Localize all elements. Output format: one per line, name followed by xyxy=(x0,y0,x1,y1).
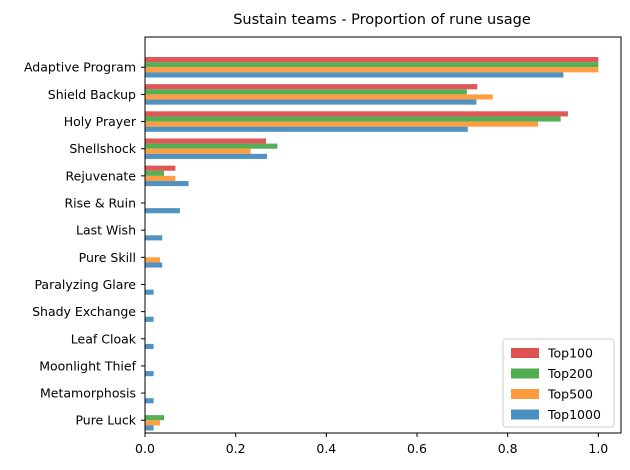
bar-top500-0 xyxy=(145,67,599,73)
legend-box xyxy=(502,338,615,428)
legend-swatch-top500 xyxy=(511,389,539,399)
bar-top1000-12 xyxy=(145,398,154,404)
bar-top1000-3 xyxy=(145,153,267,159)
bar-top500-2 xyxy=(145,121,539,127)
bars-group xyxy=(145,57,599,431)
y-tick-label: Rise & Ruin xyxy=(65,196,137,211)
legend-swatch-top200 xyxy=(511,368,539,379)
bar-top1000-13 xyxy=(145,425,154,431)
legend-swatch-top100 xyxy=(511,348,539,358)
y-tick-label: Paralyzing Glare xyxy=(34,277,136,292)
legend-swatch-top1000 xyxy=(511,409,539,420)
y-tick-label: Metamorphosis xyxy=(40,386,136,401)
y-tick-label: Last Wish xyxy=(76,223,136,238)
bar-top200-2 xyxy=(145,116,561,122)
bar-top1000-5 xyxy=(145,208,180,214)
bar-top100-2 xyxy=(145,111,568,117)
bar-top1000-1 xyxy=(145,99,477,105)
y-tick-label: Holy Prayer xyxy=(64,114,137,129)
y-tick-label: Leaf Cloak xyxy=(71,331,137,346)
y-tick-label: Shield Backup xyxy=(48,87,136,102)
bar-top200-13 xyxy=(145,415,165,421)
bar-top1000-6 xyxy=(145,235,163,241)
x-axis-ticks: 0.0 0.2 0.4 0.6 0.8 1.0 xyxy=(135,433,608,456)
y-tick-label: Pure Luck xyxy=(75,413,136,428)
x-tick-label: 0.6 xyxy=(407,441,427,456)
bar-top1000-8 xyxy=(145,289,154,295)
x-tick-label: 0.0 xyxy=(135,441,155,456)
legend-label-top100: Top100 xyxy=(547,346,593,361)
plot-frame xyxy=(144,36,622,434)
y-tick-label: Moonlight Thief xyxy=(39,358,136,373)
bar-top1000-10 xyxy=(145,343,154,350)
bar-top200-1 xyxy=(145,89,467,95)
bar-top500-1 xyxy=(145,94,493,100)
bar-top1000-11 xyxy=(145,371,154,377)
y-tick-label: Rejuvenate xyxy=(66,168,137,183)
legend-label-top1000: Top1000 xyxy=(547,407,601,422)
bar-top200-0 xyxy=(145,62,599,68)
bar-top100-0 xyxy=(145,57,599,63)
bar-top100-3 xyxy=(145,138,267,144)
bar-top500-13 xyxy=(145,420,160,426)
bar-top1000-0 xyxy=(145,72,564,78)
bar-top500-3 xyxy=(145,148,251,154)
bar-top200-3 xyxy=(145,143,278,149)
bar-top1000-4 xyxy=(145,180,189,187)
y-tick-label: Shellshock xyxy=(69,141,136,156)
bar-top100-4 xyxy=(145,165,176,171)
x-tick-label: 1.0 xyxy=(588,441,608,456)
bar-top100-1 xyxy=(145,84,478,90)
x-tick-label: 0.8 xyxy=(498,441,518,456)
y-tick-label: Adaptive Program xyxy=(24,60,136,75)
chart-title: Sustain teams - Proportion of rune usage xyxy=(233,12,531,28)
bar-top1000-7 xyxy=(145,262,163,268)
bar-top500-7 xyxy=(145,257,160,263)
y-axis-ticks: Adaptive Program Shield Backup Holy Prayer… xyxy=(24,60,145,428)
bar-top200-4 xyxy=(145,170,165,176)
y-tick-label: Pure Skill xyxy=(79,250,136,265)
x-tick-label: 0.2 xyxy=(226,441,246,456)
bar-top1000-9 xyxy=(145,316,154,322)
bar-top1000-2 xyxy=(145,126,468,132)
bar-top500-4 xyxy=(145,175,176,181)
legend-label-top200: Top200 xyxy=(547,366,593,381)
legend-label-top500: Top500 xyxy=(547,387,593,402)
x-tick-label: 0.4 xyxy=(316,441,336,456)
legend: Top100 Top200 Top500 Top1000 xyxy=(502,338,615,428)
y-tick-label: Shady Exchange xyxy=(32,304,136,319)
